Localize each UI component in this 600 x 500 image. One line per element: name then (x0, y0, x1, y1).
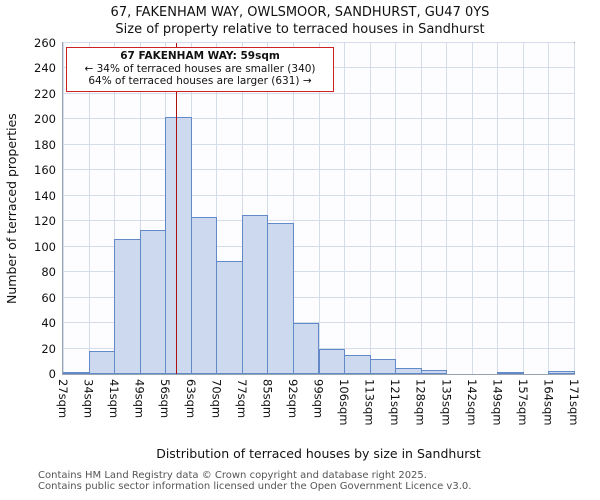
annotation-larger-line: 64% of terraced houses are larger (631) … (88, 75, 312, 87)
h-gridline (63, 194, 574, 196)
y-tick-label: 100 (34, 239, 56, 254)
v-gridline (216, 43, 217, 374)
histogram-bar (216, 260, 243, 374)
y-axis-label: Number of terraced properties (4, 113, 19, 304)
x-tick-label: 41sqm (107, 379, 122, 419)
h-gridline (63, 296, 574, 298)
histogram-bar (369, 358, 397, 374)
x-axis-label: Distribution of terraced houses by size … (156, 446, 481, 461)
histogram-bar (420, 370, 448, 374)
chart-subtitle: Size of property relative to terraced ho… (115, 22, 485, 37)
y-tick-label: 120 (34, 214, 56, 229)
histogram-bar (88, 351, 116, 374)
x-tick-label: 135sqm (439, 379, 454, 426)
x-tick-label: 106sqm (337, 379, 352, 426)
histogram-bar (497, 372, 524, 374)
annotation-box: 67 FAKENHAM WAY: 59sqm ← 34% of terraced… (66, 47, 334, 92)
h-gridline (63, 42, 574, 43)
x-tick-label: 70sqm (209, 379, 224, 419)
v-gridline (548, 43, 549, 374)
v-gridline (344, 43, 345, 374)
v-gridline (114, 43, 115, 374)
y-tick-label: 200 (34, 112, 56, 127)
y-tick-label: 80 (41, 265, 56, 280)
x-tick-label: 77sqm (234, 379, 249, 419)
x-tick-label: 171sqm (567, 379, 581, 426)
v-gridline (497, 43, 498, 374)
h-gridline (63, 118, 574, 120)
y-tick-label: 140 (34, 188, 56, 203)
x-tick-label: 128sqm (413, 379, 428, 426)
v-gridline (395, 43, 396, 374)
v-gridline (293, 43, 294, 374)
annotation-smaller-line: ← 34% of terraced houses are smaller (34… (84, 62, 316, 75)
h-gridline (63, 143, 574, 145)
annotation-property-line: 67 FAKENHAM WAY: 59sqm (120, 50, 280, 62)
v-gridline (574, 43, 575, 374)
histogram-bar (267, 222, 294, 374)
y-tick-label: 60 (41, 290, 56, 305)
histogram-bar (190, 217, 218, 374)
v-gridline (63, 43, 64, 374)
histogram-bar (318, 348, 346, 374)
v-gridline (267, 43, 268, 374)
h-gridline (63, 169, 574, 171)
footer-copyright-line: Contains HM Land Registry data © Crown c… (38, 470, 427, 481)
x-tick-label: 49sqm (132, 379, 147, 419)
x-tick-label: 63sqm (183, 379, 198, 419)
h-gridline (63, 322, 574, 324)
v-gridline (140, 43, 141, 374)
x-tick-label: 142sqm (464, 379, 479, 426)
histogram-bar (241, 214, 269, 374)
plot-area (62, 42, 575, 375)
v-gridline (370, 43, 371, 374)
subject-property-marker (176, 43, 178, 374)
histogram-bar (548, 371, 575, 374)
v-gridline (421, 43, 422, 374)
v-gridline (242, 43, 243, 374)
x-tick-label: 27sqm (56, 379, 70, 419)
x-tick-label: 164sqm (541, 379, 556, 426)
footer-licence-line: Contains public sector information licen… (38, 481, 472, 492)
h-gridline (63, 245, 574, 247)
v-gridline (89, 43, 90, 374)
x-tick-label: 99sqm (311, 379, 326, 419)
histogram-bar (165, 116, 192, 374)
y-tick-label: 20 (41, 341, 56, 356)
h-gridline (63, 271, 574, 273)
v-gridline (523, 43, 524, 374)
x-tick-label: 121sqm (388, 379, 403, 426)
x-tick-label: 149sqm (490, 379, 505, 426)
y-tick-label: 220 (34, 86, 56, 101)
y-tick-label: 0 (48, 367, 56, 381)
x-tick-label: 85sqm (260, 379, 275, 419)
histogram-bar (395, 367, 422, 374)
y-tick-label: 40 (41, 316, 56, 331)
chart-title: 67, FAKENHAM WAY, OWLSMOOR, SANDHURST, G… (110, 5, 490, 20)
histogram-bar (139, 230, 167, 374)
x-tick-label: 157sqm (515, 379, 530, 426)
y-tick-label: 240 (34, 61, 56, 76)
v-gridline (472, 43, 473, 374)
v-gridline (319, 43, 320, 374)
histogram-bar (344, 354, 371, 374)
histogram-bar (292, 323, 320, 374)
y-tick-label: 260 (34, 36, 56, 50)
x-tick-label: 34sqm (81, 379, 96, 419)
h-gridline (63, 220, 574, 222)
x-tick-label: 92sqm (285, 379, 300, 419)
x-tick-label: 113sqm (362, 379, 377, 426)
h-gridline (63, 92, 574, 94)
x-tick-label: 56sqm (158, 379, 173, 419)
y-tick-label: 180 (34, 137, 56, 152)
histogram-bar (114, 239, 141, 374)
histogram-bar (63, 372, 90, 374)
y-tick-label: 160 (34, 163, 56, 178)
v-gridline (446, 43, 447, 374)
